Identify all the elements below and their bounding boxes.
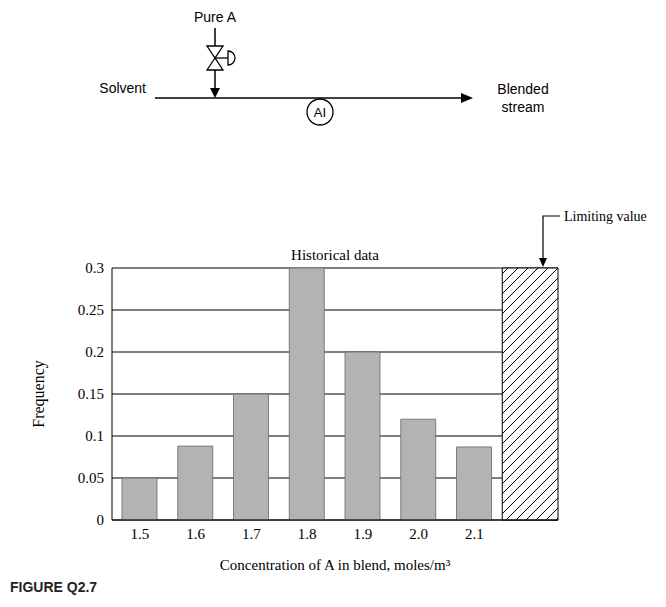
- svg-text:1.8: 1.8: [298, 526, 317, 542]
- svg-text:stream: stream: [502, 99, 545, 115]
- svg-text:Frequency: Frequency: [30, 360, 48, 428]
- svg-text:1.6: 1.6: [186, 526, 205, 542]
- svg-text:1.5: 1.5: [131, 526, 150, 542]
- svg-text:2.0: 2.0: [409, 526, 428, 542]
- svg-text:Historical data: Historical data: [291, 247, 379, 263]
- svg-text:0.25: 0.25: [78, 302, 104, 318]
- svg-text:Pure A: Pure A: [194, 9, 237, 25]
- svg-text:0.1: 0.1: [85, 428, 104, 444]
- svg-text:FIGURE Q2.7: FIGURE Q2.7: [10, 579, 97, 595]
- svg-text:Concentration of A in blend, m: Concentration of A in blend, moles/m³: [220, 557, 451, 573]
- svg-text:Solvent: Solvent: [99, 80, 146, 96]
- svg-text:Blended: Blended: [497, 81, 548, 97]
- svg-text:0.3: 0.3: [85, 260, 104, 276]
- svg-text:Limiting value: Limiting value: [564, 209, 647, 224]
- svg-text:1.9: 1.9: [354, 526, 373, 542]
- svg-text:2.1: 2.1: [465, 526, 484, 542]
- svg-text:1.7: 1.7: [242, 526, 261, 542]
- svg-text:0: 0: [97, 512, 105, 528]
- svg-text:AI: AI: [314, 105, 326, 120]
- svg-text:0.05: 0.05: [78, 470, 104, 486]
- svg-text:0.15: 0.15: [78, 386, 104, 402]
- svg-text:0.2: 0.2: [85, 344, 104, 360]
